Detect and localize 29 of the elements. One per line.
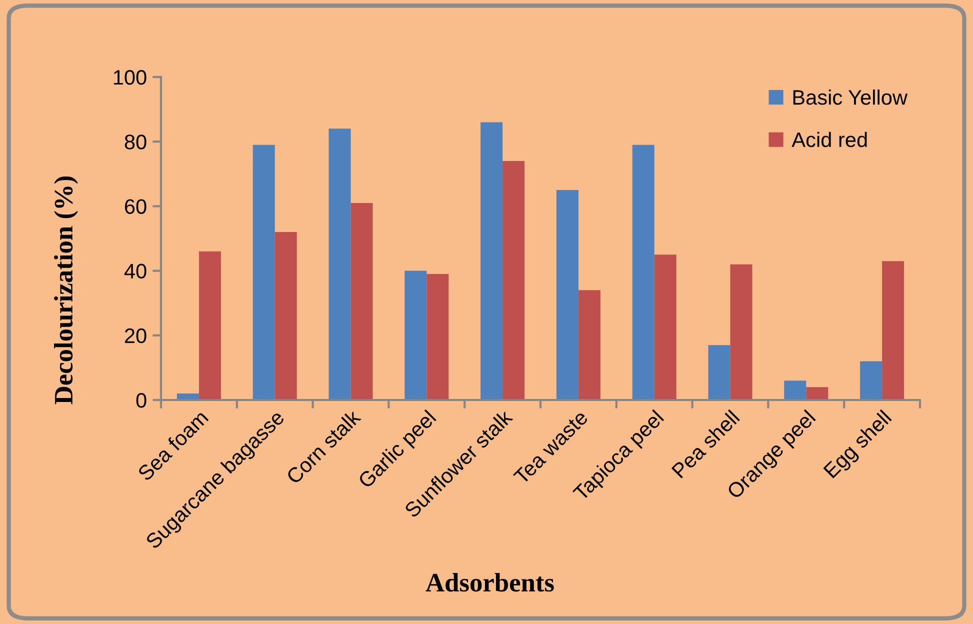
- bar: [632, 144, 654, 400]
- bar: [328, 128, 351, 400]
- bar: [882, 261, 904, 400]
- bar: [806, 387, 828, 400]
- bar: [708, 345, 730, 400]
- y-tick-label: 100: [114, 70, 146, 85]
- bar: [198, 251, 221, 400]
- bar: [860, 361, 882, 400]
- y-tick-label: 80: [124, 134, 146, 150]
- bar: [730, 264, 752, 400]
- y-tick-label: 40: [124, 264, 146, 279]
- bar: [502, 160, 525, 400]
- bar: [654, 254, 676, 400]
- bar: [578, 290, 600, 400]
- y-tick-label: 60: [125, 199, 146, 214]
- bar: [350, 202, 373, 400]
- y-tick-label: 0: [136, 393, 146, 408]
- bar: [274, 232, 297, 400]
- y-tick-label: 20: [124, 328, 146, 344]
- bar: [426, 274, 449, 400]
- bar: [480, 122, 503, 400]
- bar: [252, 144, 275, 400]
- bar: [556, 190, 578, 400]
- legend-label: Acid red: [792, 132, 867, 148]
- x-axis-title: Adsorbents: [426, 573, 554, 592]
- legend-label: Basic Yellow: [793, 90, 908, 105]
- y-axis-title: Decolourization (%): [54, 176, 78, 404]
- bar: [404, 270, 427, 400]
- bar: [784, 380, 806, 400]
